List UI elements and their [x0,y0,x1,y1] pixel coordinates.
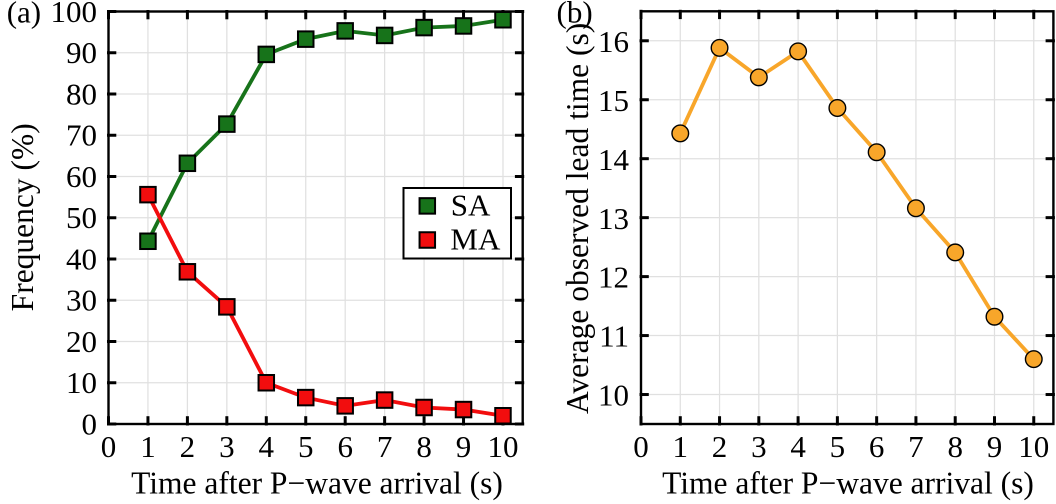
svg-text:30: 30 [66,283,97,318]
svg-text:80: 80 [66,76,97,111]
svg-text:9: 9 [987,429,1003,464]
svg-text:14: 14 [598,142,630,177]
svg-text:11: 11 [599,319,629,354]
svg-text:40: 40 [66,241,97,276]
svg-text:1: 1 [140,429,156,464]
svg-text:10: 10 [487,429,518,464]
svg-text:10: 10 [598,378,629,413]
svg-text:4: 4 [790,429,806,464]
svg-text:SA: SA [451,188,491,223]
svg-text:0: 0 [633,429,649,464]
svg-text:3: 3 [219,429,235,464]
svg-text:50: 50 [66,200,97,235]
svg-text:7: 7 [377,429,393,464]
svg-text:0: 0 [82,406,98,441]
svg-text:12: 12 [598,260,629,295]
svg-text:Time after P−wave arrival (s): Time after P−wave arrival (s) [662,465,1034,500]
svg-text:Average observed lead time (s): Average observed lead time (s) [560,23,595,414]
svg-text:1: 1 [673,429,689,464]
svg-text:9: 9 [456,429,472,464]
svg-text:13: 13 [598,201,629,236]
svg-text:2: 2 [712,429,728,464]
svg-text:Frequency (%): Frequency (%) [5,123,40,311]
svg-text:8: 8 [416,429,432,464]
svg-text:70: 70 [66,118,97,153]
svg-text:Time after P−wave arrival (s): Time after P−wave arrival (s) [131,465,503,500]
svg-text:20: 20 [66,324,97,359]
svg-text:6: 6 [337,429,353,464]
svg-text:0: 0 [101,429,117,464]
svg-text:3: 3 [751,429,767,464]
svg-text:6: 6 [869,429,885,464]
svg-text:2: 2 [180,429,196,464]
svg-text:MA: MA [450,222,501,257]
svg-text:10: 10 [1018,429,1049,464]
svg-text:5: 5 [830,429,846,464]
svg-text:60: 60 [66,159,97,194]
svg-text:5: 5 [298,429,314,464]
svg-text:8: 8 [947,429,963,464]
svg-text:15: 15 [598,83,629,118]
svg-text:(b): (b) [557,0,593,30]
svg-text:7: 7 [908,429,924,464]
svg-text:90: 90 [66,35,97,70]
svg-text:16: 16 [598,24,629,59]
svg-text:10: 10 [66,365,97,400]
svg-text:100: 100 [51,0,98,29]
svg-text:4: 4 [259,429,275,464]
svg-text:(a): (a) [7,0,41,30]
